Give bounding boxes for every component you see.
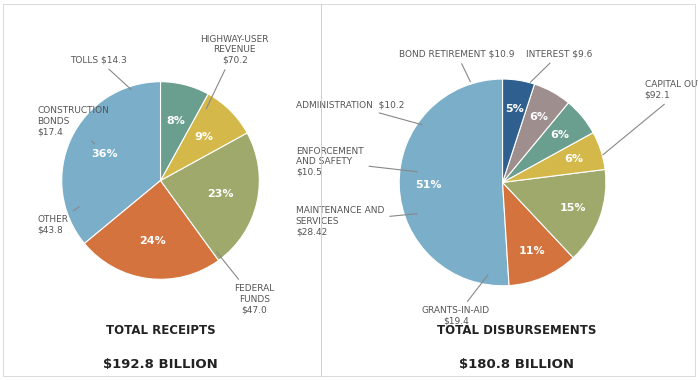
Wedge shape (503, 84, 568, 182)
Text: 24%: 24% (140, 236, 166, 246)
Text: OTHER
$43.8: OTHER $43.8 (37, 207, 79, 235)
Text: 9%: 9% (194, 132, 214, 142)
Wedge shape (503, 182, 573, 285)
Text: 23%: 23% (207, 189, 234, 199)
Text: $180.8 BILLION: $180.8 BILLION (459, 358, 574, 371)
Wedge shape (161, 94, 247, 180)
Text: MAINTENANCE AND
SERVICES
$28.42: MAINTENANCE AND SERVICES $28.42 (296, 206, 417, 236)
Text: FEDERAL
FUNDS
$47.0: FEDERAL FUNDS $47.0 (216, 252, 274, 314)
Text: 8%: 8% (166, 116, 185, 126)
Wedge shape (399, 79, 509, 286)
Wedge shape (503, 133, 605, 182)
Wedge shape (161, 82, 208, 180)
Wedge shape (84, 180, 218, 279)
Text: $192.8 BILLION: $192.8 BILLION (103, 358, 218, 371)
Text: 6%: 6% (529, 112, 548, 122)
Wedge shape (503, 103, 593, 182)
Text: TOLLS $14.3: TOLLS $14.3 (70, 55, 131, 90)
Text: TOTAL DISBURSEMENTS: TOTAL DISBURSEMENTS (437, 324, 596, 337)
Wedge shape (61, 82, 161, 244)
Wedge shape (503, 79, 535, 182)
Text: ENFORCEMENT
AND SAFETY
$10.5: ENFORCEMENT AND SAFETY $10.5 (296, 147, 417, 177)
Text: GRANTS-IN-AID
$19.4: GRANTS-IN-AID $19.4 (422, 275, 490, 326)
Text: TOTAL RECEIPTS: TOTAL RECEIPTS (105, 324, 216, 337)
Text: 5%: 5% (505, 104, 524, 114)
Text: BOND RETIREMENT $10.9: BOND RETIREMENT $10.9 (399, 49, 514, 82)
Text: 51%: 51% (415, 180, 441, 190)
Text: CONSTRUCTION
BONDS
$17.4: CONSTRUCTION BONDS $17.4 (37, 106, 109, 144)
Text: CAPITAL OUTLAY
$92.1: CAPITAL OUTLAY $92.1 (603, 80, 698, 155)
Text: INTEREST $9.6: INTEREST $9.6 (526, 49, 593, 82)
Text: 6%: 6% (564, 154, 583, 165)
Text: 15%: 15% (559, 203, 586, 212)
Text: HIGHWAY-USER
REVENUE
$70.2: HIGHWAY-USER REVENUE $70.2 (200, 35, 269, 109)
Text: 6%: 6% (551, 130, 570, 140)
Text: 36%: 36% (92, 149, 119, 160)
Text: ADMINISTRATION  $10.2: ADMINISTRATION $10.2 (296, 100, 422, 125)
Wedge shape (161, 133, 260, 260)
Text: 11%: 11% (519, 246, 545, 256)
Wedge shape (503, 169, 606, 258)
